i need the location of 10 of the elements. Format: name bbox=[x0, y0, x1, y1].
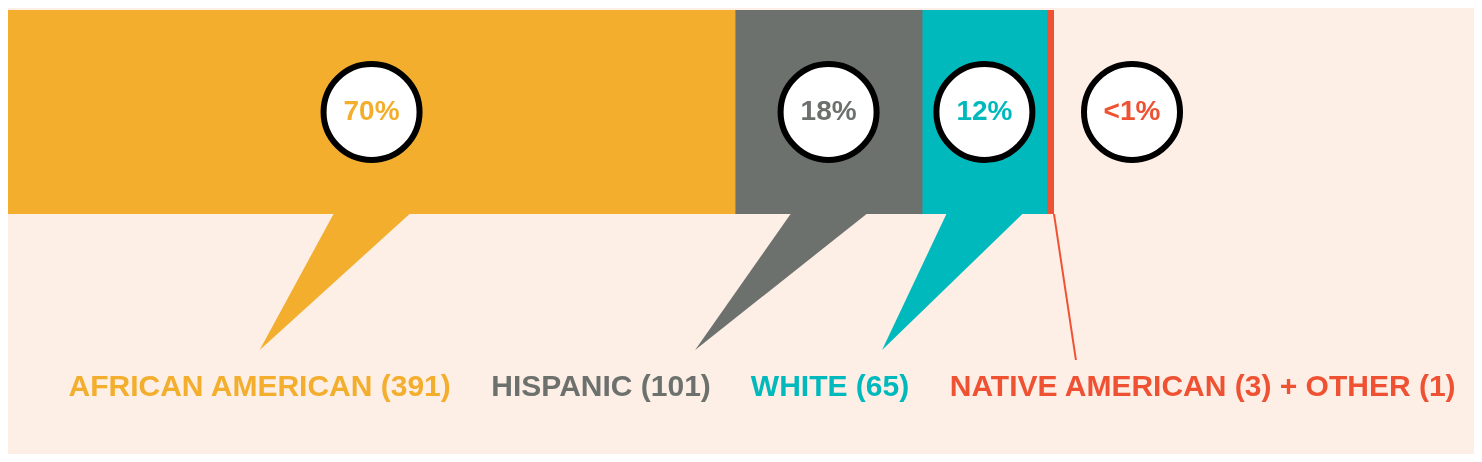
bar bbox=[1046, 10, 1054, 214]
data-label: <1% bbox=[1103, 94, 1161, 126]
data-label: 18% bbox=[800, 94, 857, 126]
data-label: 12% bbox=[956, 94, 1013, 126]
bar bbox=[8, 10, 736, 214]
data-label: 70% bbox=[343, 94, 400, 126]
text: AFRICAN AMERICAN (391) bbox=[68, 369, 451, 402]
text: NATIVE AMERICAN (3) + OTHER (1) bbox=[949, 369, 1456, 402]
text: HISPANIC (101) bbox=[491, 369, 711, 402]
text: WHITE (65) bbox=[750, 369, 910, 402]
